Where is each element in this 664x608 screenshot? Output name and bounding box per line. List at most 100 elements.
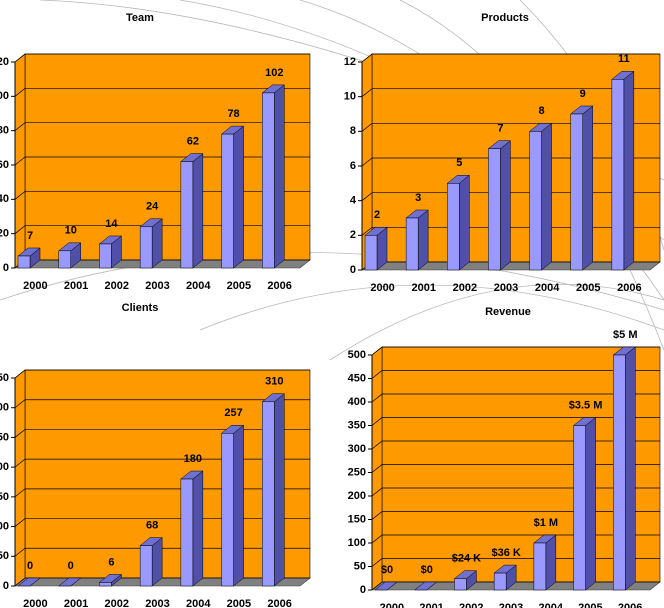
bar [454,578,467,591]
value-label: 102 [265,67,283,79]
x-tick-label: 2005 [227,598,251,608]
value-label: 2 [374,209,380,221]
bar-top [374,581,398,591]
x-tick-label: 2004 [186,598,211,608]
y-tick-label: 60 [0,159,9,171]
value-label: 14 [105,218,118,230]
grid-line [14,518,310,527]
grid-line [371,581,660,591]
x-tick-label: 2006 [618,602,642,608]
grid-line [14,577,310,587]
chart-title: Revenue [485,306,531,318]
side-wall [14,369,26,587]
x-tick-label: 2000 [370,282,394,294]
y-tick-label: 200 [0,461,9,473]
value-label: 24 [146,201,159,213]
value-label: 180 [184,453,202,465]
grid-line [361,226,660,236]
y-tick-label: 250 [348,466,366,478]
grid-line [14,488,310,498]
grid-line [371,558,660,567]
x-tick-label: 2000 [23,280,47,292]
grid-line [371,417,660,426]
y-tick-label: 8 [350,125,356,137]
y-tick-label: 120 [0,56,9,68]
bar [573,425,586,591]
y-tick-label: 300 [348,443,366,455]
x-tick-label: 2002 [105,598,129,608]
x-tick-label: 2001 [419,602,443,608]
grid-line [361,53,660,63]
value-label: 7 [27,230,33,242]
bar [139,545,153,587]
x-tick-label: 2000 [380,602,404,608]
grid-line [361,157,660,167]
bar [488,148,501,271]
value-label: $5 M [613,329,637,341]
x-tick-label: 2006 [267,280,291,292]
y-tick-label: 80 [0,125,9,137]
bar [58,250,71,269]
x-tick-label: 2001 [411,282,435,294]
bar [447,183,460,271]
grid-line [371,393,660,403]
value-label: 3 [415,192,421,204]
x-tick-label: 2002 [459,602,483,608]
grid-line [14,458,310,468]
y-tick-label: 50 [354,560,366,572]
chart-title: Team [126,12,154,24]
bar [139,226,153,269]
y-tick-label: 0 [3,580,9,592]
bar-side [151,537,163,587]
grid-line [14,399,310,408]
grid-line [14,225,310,234]
chart-title: Clients [122,302,159,314]
grid-line [371,346,660,356]
value-label: 78 [227,108,239,120]
bar-side [582,105,593,271]
y-tick-label: 0 [3,262,9,274]
bar [17,255,31,269]
y-tick-label: 40 [0,193,9,205]
grid-line [14,156,310,166]
bar-side [233,424,244,587]
grid-line [14,547,310,557]
bar [493,572,507,591]
grid-line [14,53,310,63]
bar [221,133,234,269]
bar [533,542,547,591]
value-label: 62 [187,135,199,147]
value-label: 10 [65,225,77,237]
value-label: $0 [421,564,433,576]
grid-line [371,487,660,497]
x-tick-label: 2003 [494,282,518,294]
bar [611,79,625,271]
y-tick-label: 250 [0,431,9,443]
y-tick-label: 150 [348,513,366,525]
x-tick-label: 2005 [578,602,602,608]
y-tick-label: 4 [350,195,357,207]
bar-side [274,393,285,587]
y-tick-label: 50 [0,550,9,562]
value-label: 8 [539,105,545,117]
grid-line [371,534,660,544]
y-tick-label: 350 [348,419,366,431]
x-tick-label: 2006 [617,282,641,294]
x-tick-label: 2004 [535,282,560,294]
bar-top [58,577,82,587]
bar-side [274,84,285,269]
grid-line [14,429,310,438]
y-tick-label: 350 [0,372,9,384]
x-tick-label: 2000 [23,598,47,608]
grid-line [371,511,660,520]
bar-side [545,534,557,591]
x-tick-label: 2005 [227,280,251,292]
bar-side [417,209,429,271]
x-tick-label: 2004 [538,602,563,608]
value-label: $36 K [491,547,520,559]
bar [364,235,378,271]
y-tick-label: 100 [0,90,9,102]
grid-line [14,122,310,131]
value-label: 11 [618,53,630,65]
